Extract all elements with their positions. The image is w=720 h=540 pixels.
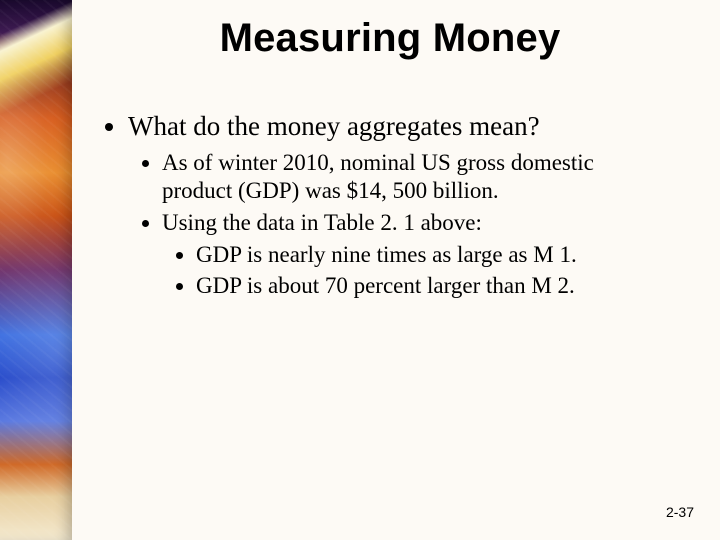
list-item: GDP is nearly nine times as large as M 1… [196,241,660,269]
bullet-text: What do the money aggregates mean? [128,111,540,141]
list-item: As of winter 2010, nominal US gross dome… [162,149,660,205]
bullet-text: Using the data in Table 2. 1 above: [162,210,482,235]
bullet-list-lvl2: As of winter 2010, nominal US gross dome… [128,149,660,300]
slide: Measuring Money What do the money aggreg… [0,0,720,540]
decorative-left-strip [0,0,72,540]
list-item: What do the money aggregates mean? As of… [128,110,660,300]
bullet-list-lvl1: What do the money aggregates mean? As of… [100,110,660,300]
list-item: GDP is about 70 percent larger than M 2. [196,272,660,300]
bullet-text: As of winter 2010, nominal US gross dome… [162,150,594,203]
bullet-text: GDP is nearly nine times as large as M 1… [196,242,577,267]
page-number: 2-37 [666,504,694,520]
slide-body: What do the money aggregates mean? As of… [100,110,660,306]
slide-title: Measuring Money [100,16,680,61]
bullet-text: GDP is about 70 percent larger than M 2. [196,273,575,298]
bullet-list-lvl3: GDP is nearly nine times as large as M 1… [162,241,660,300]
list-item: Using the data in Table 2. 1 above: GDP … [162,209,660,300]
